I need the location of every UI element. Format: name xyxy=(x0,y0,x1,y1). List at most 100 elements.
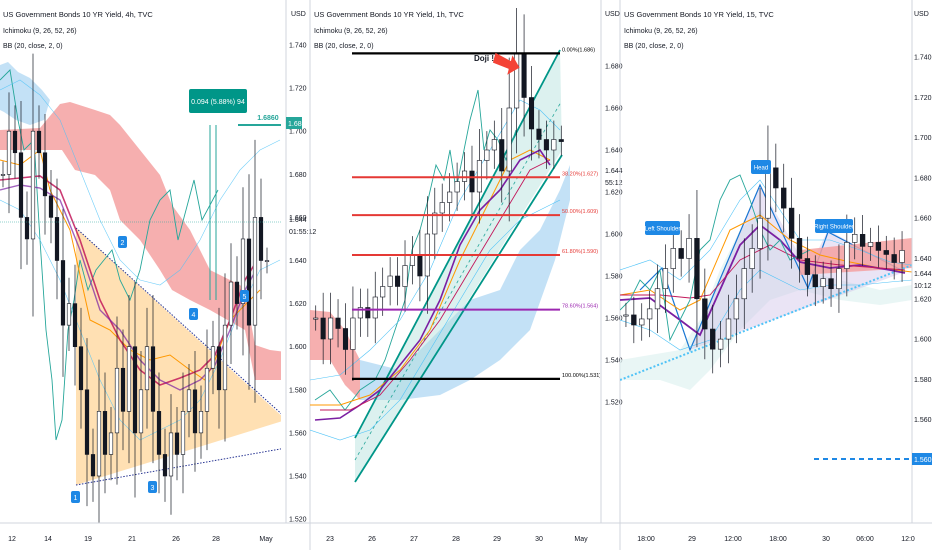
y-tick-label: 1.660 xyxy=(289,215,307,222)
panel-15m: Left Shoulder Head Right Shoulder US Gov… xyxy=(619,0,932,550)
candle-body xyxy=(859,234,866,247)
plot-area-15m[interactable]: Left Shoulder Head Right Shoulder xyxy=(620,125,912,460)
y-tick-label: 1.560 xyxy=(605,316,623,323)
candle-body xyxy=(678,248,684,259)
last-price: 1.644 xyxy=(289,217,307,224)
y-tick-label: 1.600 xyxy=(605,232,623,239)
candle-body xyxy=(528,97,535,130)
bb-upper xyxy=(0,79,281,286)
candle-body xyxy=(749,248,755,269)
candle-body xyxy=(417,254,423,277)
plot-area-4h[interactable]: 0.094 (5.88%) 94 1.6860 1 2 3 4 5 xyxy=(0,53,286,528)
candle-body xyxy=(150,346,156,412)
candle-body xyxy=(228,281,234,326)
time-axis-15m[interactable]: 18:00 29 12:00 18:00 30 06:00 12:0 xyxy=(620,522,932,543)
y-tick-label: 1.660 xyxy=(914,216,932,223)
triangle-lower-line xyxy=(75,448,281,486)
wave-marker: 5 xyxy=(240,290,249,302)
candle-body xyxy=(717,338,724,350)
y-tick-label: 1.580 xyxy=(605,274,623,281)
svg-text:4: 4 xyxy=(192,312,196,319)
indicator-bb[interactable]: BB (20, close, 2, 0) xyxy=(3,43,63,50)
svg-text:5: 5 xyxy=(243,294,247,301)
candle-body xyxy=(210,346,216,369)
fib-level-label: 50.00%(1.609) xyxy=(562,209,598,215)
chart-title: US Government Bonds 10 YR Yield, 4h, TVC xyxy=(3,10,153,19)
candle-body xyxy=(820,278,826,288)
indicator-ichimoku[interactable]: Ichimoku (9, 26, 52, 26) xyxy=(3,28,77,35)
candle-body xyxy=(186,389,192,412)
bb-basis xyxy=(310,149,551,406)
candle-body xyxy=(60,260,66,326)
x-tick-label: 30 xyxy=(822,536,830,543)
y-tick-label: 1.740 xyxy=(914,55,932,62)
time-axis-4h[interactable]: 12 14 19 21 26 28 May xyxy=(0,522,310,543)
candle-body xyxy=(204,367,210,412)
indicator-bb[interactable]: BB (20, close, 2, 0) xyxy=(624,43,684,50)
candle-body xyxy=(380,286,386,298)
candle-body xyxy=(222,324,228,391)
fib-level-label: 100.00%(1.531) xyxy=(562,373,601,379)
candle-body xyxy=(757,217,763,249)
measure-label: 0.094 (5.88%) 94 xyxy=(191,99,245,106)
lagging-span xyxy=(0,69,219,441)
candle-body xyxy=(788,207,795,239)
candle-body xyxy=(796,238,803,259)
panel-1h: 0.00%(1.686) 38.20%(1.627) 50.00%(1.609) 61… xyxy=(309,0,623,550)
indicator-bb[interactable]: BB (20, close, 2, 0) xyxy=(314,43,374,50)
candle-body xyxy=(156,411,162,455)
indicator-ichimoku[interactable]: Ichimoku (9, 26, 52, 26) xyxy=(624,28,698,35)
candle-body xyxy=(828,278,834,290)
triangle-pattern xyxy=(76,228,281,485)
fib-level-label: 78.60%(1.564) xyxy=(562,304,598,310)
candle-body xyxy=(536,128,542,140)
doji-arrow xyxy=(492,52,520,75)
price-axis-15m[interactable]: USD 1.740 1.720 1.700 1.680 1.660 1.640 1.620 1… xyxy=(911,0,932,523)
candle-body xyxy=(120,367,126,412)
candle-body xyxy=(66,303,72,326)
time-axis-1h[interactable]: 23 26 27 28 29 30 May xyxy=(310,522,620,543)
candle-body xyxy=(320,317,326,340)
y-tick-label: 1.600 xyxy=(914,337,932,344)
x-tick-label: 28 xyxy=(212,536,220,543)
candle-body xyxy=(42,152,48,197)
indicator-ichimoku[interactable]: Ichimoku (9, 26, 52, 26) xyxy=(314,28,388,35)
candle-body xyxy=(372,296,378,319)
candle-body xyxy=(402,265,408,287)
candle-body xyxy=(476,160,482,193)
candle-body xyxy=(891,254,897,263)
candle-body xyxy=(162,454,168,477)
candle-body xyxy=(765,167,771,219)
y-tick-label: 1.680 xyxy=(289,172,307,179)
level-tag xyxy=(912,453,932,465)
level-tag xyxy=(286,117,302,129)
x-tick-label: May xyxy=(574,536,588,543)
x-tick-label: 23 xyxy=(326,536,334,543)
candle-body xyxy=(36,130,42,154)
x-tick-label: May xyxy=(259,536,273,543)
y-tick-label: 1.720 xyxy=(289,86,307,93)
price-axis-4h[interactable]: USD 1.740 1.720 1.700 1.680 1.660 1.640 1.620 1… xyxy=(285,0,316,524)
price-axis-1h[interactable]: USD 1.680 1.660 1.640 1.620 1.600 1.580 1.560 1… xyxy=(600,0,623,523)
plot-area-1h[interactable]: 0.00%(1.686) 38.20%(1.627) 50.00%(1.609) 61… xyxy=(310,8,601,483)
candle-body xyxy=(192,389,198,434)
bb-lower xyxy=(620,269,912,351)
x-tick-label: 12:00 xyxy=(724,536,742,543)
candle-body xyxy=(365,307,371,319)
candle-body xyxy=(108,432,114,455)
channel-upper xyxy=(354,49,561,439)
candle-body xyxy=(702,298,708,330)
channel-lower xyxy=(354,154,563,483)
candle-body xyxy=(342,328,349,350)
candle-body xyxy=(168,432,174,477)
x-tick-label: 21 xyxy=(128,536,136,543)
lagging-span xyxy=(620,174,811,342)
pattern-callout: Head xyxy=(751,160,771,174)
wave-marker: 4 xyxy=(189,308,198,320)
y-tick-label: 1.680 xyxy=(605,64,623,71)
y-tick-label: 1.620 xyxy=(914,296,932,303)
y-tick-label: 1.600 xyxy=(289,344,307,351)
candle-body xyxy=(883,250,889,255)
kijun-sen xyxy=(620,244,906,299)
